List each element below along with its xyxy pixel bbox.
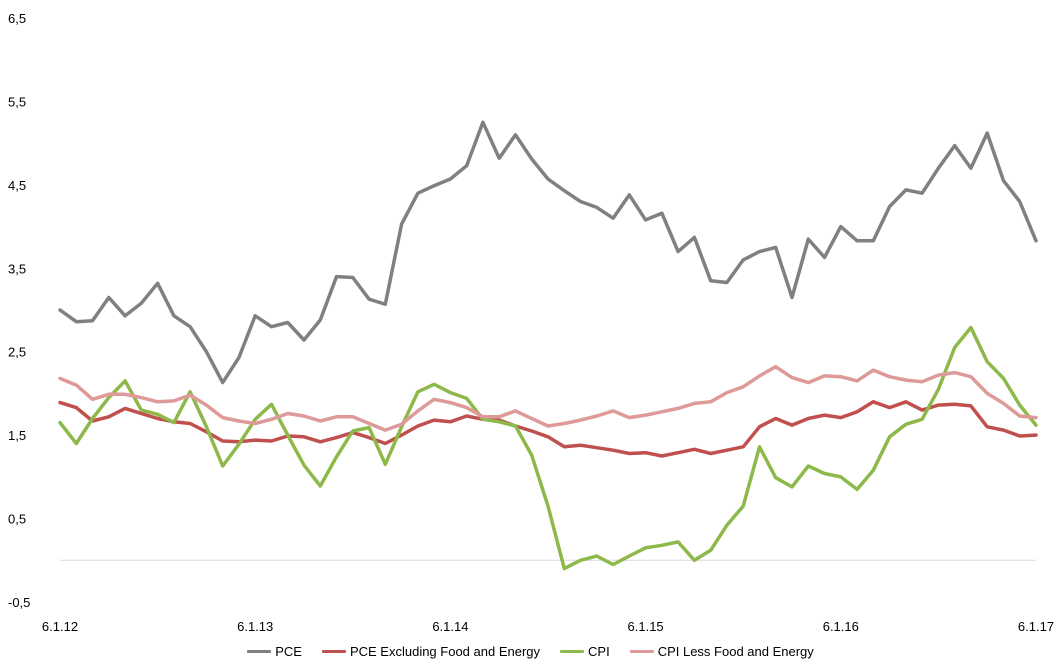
x-tick-label: 6.1.17: [1018, 619, 1054, 634]
legend-label: PCE Excluding Food and Energy: [349, 644, 541, 659]
chart-legend: PCE PCE Excluding Food and Energy CPI CPI L…: [0, 644, 1061, 659]
y-tick-label: 3,5: [8, 261, 26, 276]
series-line-cpi-less-food-and-energy: [58, 364, 1038, 432]
legend-swatch: [560, 650, 585, 653]
x-tick-label: 6.1.13: [237, 619, 273, 634]
x-tick-label: 6.1.15: [628, 619, 664, 634]
y-tick-label: 4,5: [8, 178, 26, 193]
x-axis-tick-labels: 6.1.12 6.1.13 6.1.14 6.1.15 6.1.16 6.1.17: [42, 619, 1054, 634]
legend-item: PCE: [247, 644, 302, 659]
series-line-cpi: [58, 325, 1038, 571]
legend-label: CPI Less Food and Energy: [657, 644, 814, 659]
y-axis-tick-labels: 6,5 5,5 4,5 3,5 2,5 1,5 0,5 -0,5: [8, 11, 30, 610]
legend-label: PCE: [275, 644, 302, 659]
series-lines: [58, 120, 1038, 571]
legend-label: CPI: [588, 644, 610, 659]
y-tick-label: -0,5: [8, 595, 30, 610]
series-line-pce-excluding-food-and-energy: [58, 400, 1038, 458]
y-tick-label: 5,5: [8, 94, 26, 109]
legend-item: PCE Excluding Food and Energy: [321, 644, 541, 659]
legend-swatch: [247, 650, 272, 653]
line-chart: 6,55,54,53,52,51,50,5-0,5 6.1.12 6.1.13 6.…: [8, 11, 1054, 634]
y-tick-label: 1,5: [8, 428, 26, 443]
legend-item: CPI Less Food and Energy: [629, 644, 814, 659]
y-tick-label: 0,5: [8, 512, 26, 527]
y-tick-label: 6,5: [8, 11, 26, 26]
legend-swatch: [321, 650, 346, 653]
y-tick-label: 2,5: [8, 345, 26, 360]
legend-swatch: [629, 650, 654, 653]
x-tick-label: 6.1.14: [432, 619, 468, 634]
x-tick-label: 6.1.12: [42, 619, 78, 634]
series-line-pce: [58, 120, 1038, 385]
legend-item: CPI: [560, 644, 610, 659]
x-tick-label: 6.1.16: [823, 619, 859, 634]
